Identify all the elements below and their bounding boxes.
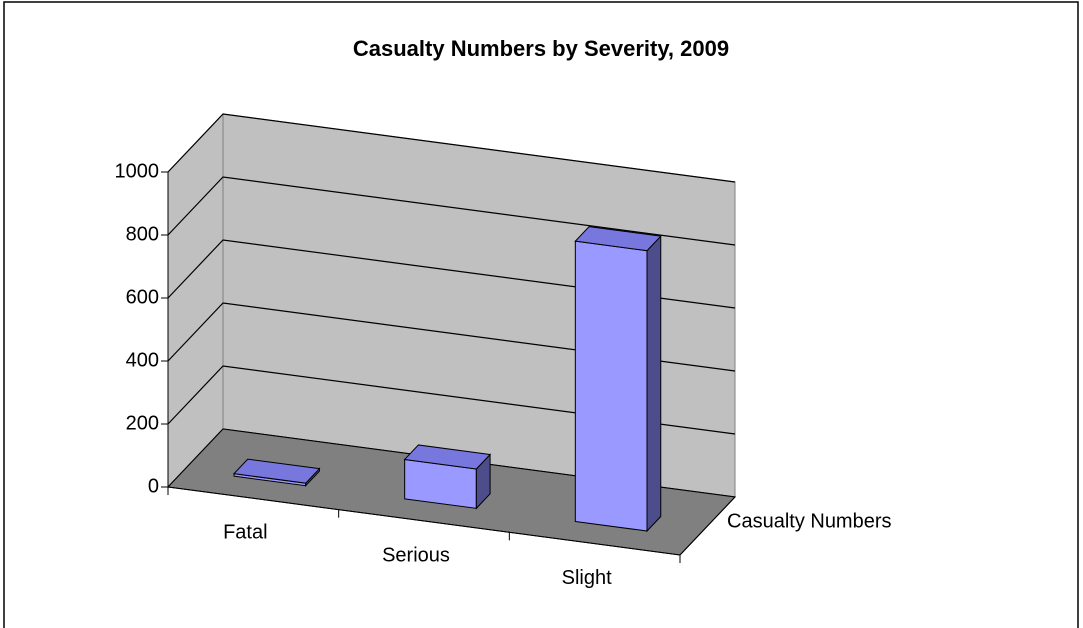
x-tick-label: Slight bbox=[562, 567, 612, 589]
x-tick-label: Fatal bbox=[223, 522, 267, 544]
series-label: Casualty Numbers bbox=[727, 510, 892, 532]
bar bbox=[232, 458, 321, 487]
grid-line bbox=[167, 113, 736, 183]
bar bbox=[403, 444, 492, 510]
bar-top bbox=[403, 444, 492, 470]
grid-line bbox=[167, 176, 736, 246]
depth-axis bbox=[679, 496, 736, 556]
y-tick-label: 400 bbox=[126, 349, 159, 371]
bar-side bbox=[646, 234, 662, 533]
grid-line bbox=[167, 239, 736, 309]
y-tick-label: 600 bbox=[126, 286, 159, 308]
bar-top bbox=[574, 226, 662, 252]
x-axis bbox=[167, 486, 681, 556]
side-wall bbox=[167, 112, 224, 489]
bar bbox=[574, 226, 662, 533]
y-tick-label: 0 bbox=[148, 475, 159, 497]
y-tick-label: 800 bbox=[126, 223, 159, 245]
y-tick-label: 1000 bbox=[115, 160, 160, 182]
x-tick-label: Serious bbox=[382, 544, 450, 566]
y-tick-label: 200 bbox=[126, 412, 159, 434]
grid-line bbox=[167, 365, 736, 435]
grid-line bbox=[167, 302, 736, 372]
bar-top bbox=[232, 458, 321, 484]
chart-title: Casualty Numbers by Severity, 2009 bbox=[353, 36, 729, 61]
bar-front bbox=[574, 240, 648, 532]
